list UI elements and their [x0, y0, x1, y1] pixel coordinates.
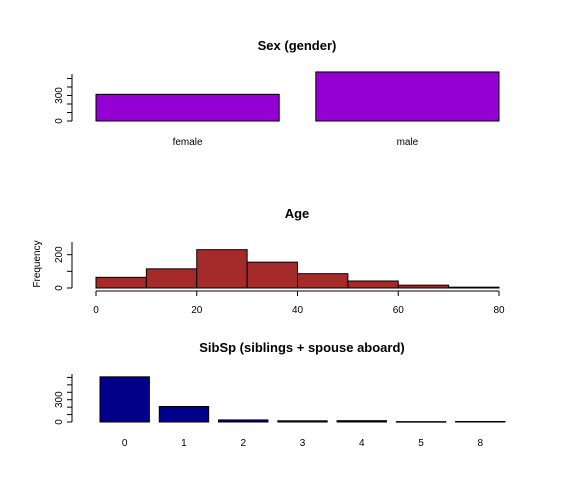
bar-8	[455, 420, 506, 423]
x-axis: 0 20 40 60 80	[93, 290, 505, 316]
x-tick-label: 0	[93, 305, 99, 316]
chart-title: Sex (gender)	[258, 38, 337, 53]
y-tick-label: 0	[54, 419, 65, 425]
bar-2	[218, 419, 269, 423]
chart-age: Age Frequency 0 20 40 60 80 0 200	[32, 206, 505, 316]
bar-5	[395, 421, 447, 423]
bar-male	[315, 71, 500, 122]
chart-sex: Sex (gender) female male 0 300	[54, 38, 500, 148]
histogram-bar	[297, 273, 349, 289]
bar-4	[336, 420, 387, 423]
histogram-bar	[397, 284, 450, 289]
bar-1	[158, 405, 210, 423]
chart-title: SibSp (siblings + spouse aboard)	[199, 340, 405, 355]
bar-group	[95, 71, 500, 122]
histogram-bar	[145, 268, 198, 289]
histogram-bar	[246, 261, 298, 289]
x-tick-label: 8	[478, 438, 484, 449]
y-tick-label: 200	[54, 246, 65, 263]
x-tick-label: 0	[122, 438, 128, 449]
x-tick-label: male	[397, 137, 419, 148]
y-tick-label: 300	[54, 87, 65, 104]
y-axis: 0 300	[54, 74, 73, 124]
x-tick-label: 3	[300, 438, 306, 449]
x-tick-label: 1	[181, 438, 187, 449]
x-tick-label: 20	[191, 305, 203, 316]
bar-0	[99, 376, 150, 423]
histogram-bar	[95, 276, 147, 289]
histogram-bars	[95, 249, 500, 289]
x-tick-label: 4	[359, 438, 365, 449]
x-tick-label: 40	[292, 305, 304, 316]
x-tick-label: 80	[493, 305, 505, 316]
x-tick-label: female	[173, 137, 203, 148]
histogram-bar	[448, 286, 500, 289]
bar-3	[277, 420, 328, 423]
x-tick-labels: female male	[173, 137, 419, 148]
x-tick-label: 2	[240, 438, 246, 449]
y-axis-label: Frequency	[32, 240, 43, 287]
chart-sibsp: SibSp (siblings + spouse aboard) 0 1 2 3 4 5 8…	[54, 340, 506, 449]
x-tick-label: 60	[393, 305, 405, 316]
x-tick-labels: 0 1 2 3 4 5 8	[122, 438, 484, 449]
y-tick-label: 0	[54, 118, 65, 124]
bar-group	[99, 376, 506, 423]
y-axis: 0 300	[54, 374, 73, 425]
y-axis: 0 200	[54, 242, 73, 291]
y-tick-label: 300	[54, 391, 65, 408]
histogram-bar	[347, 280, 399, 289]
y-tick-label: 0	[54, 285, 65, 291]
histogram-bar	[196, 249, 248, 289]
bar-female	[95, 93, 280, 122]
chart-title: Age	[285, 206, 310, 221]
x-tick-label: 5	[418, 438, 424, 449]
